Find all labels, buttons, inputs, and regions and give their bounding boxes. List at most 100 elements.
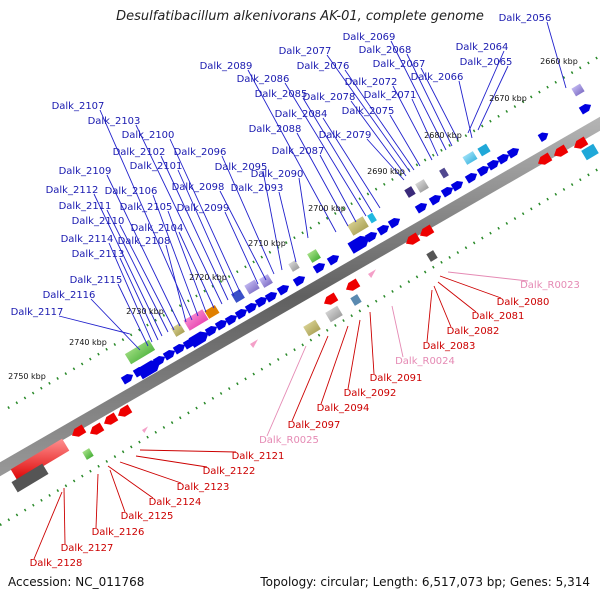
dalk-2095-label: Dalk_2095 xyxy=(215,162,268,173)
dalk-2075-leader xyxy=(389,114,421,167)
gene-box-olive xyxy=(171,323,185,337)
forward-gene-arrow xyxy=(428,195,442,206)
forward-gene-arrow xyxy=(292,276,306,287)
dalk-2111-leader xyxy=(106,209,169,333)
reverse-gene-arrow xyxy=(72,424,87,437)
dalk-2079-leader xyxy=(366,138,405,181)
dalk-2090-leader xyxy=(298,177,309,239)
reverse-gene-arrow xyxy=(90,422,105,435)
dalk-2087-leader xyxy=(319,154,357,223)
dalk-2100-label: Dalk_2100 xyxy=(122,130,175,141)
genome-backbone xyxy=(0,116,600,477)
gene-box-orange xyxy=(204,305,220,319)
gene-box-purple xyxy=(571,83,585,97)
reverse-gene-arrow xyxy=(406,232,421,245)
dalk-2087-label: Dalk_2087 xyxy=(272,146,325,157)
dalk-2086-leader xyxy=(284,82,367,217)
dalk-2109-leader xyxy=(106,174,181,327)
forward-gene-arrow xyxy=(440,187,454,198)
forward-gene-arrow xyxy=(578,104,592,115)
forward-gene-arrow xyxy=(136,360,161,380)
forward-gene-arrow xyxy=(326,255,340,266)
gene-box-pink xyxy=(183,309,209,331)
dalk-2102-leader xyxy=(160,155,229,301)
dalk-2065-leader xyxy=(477,65,509,131)
reverse-gene-arrow xyxy=(118,404,133,417)
accession-text: Accession: NC_011768 xyxy=(8,575,145,589)
dalk-2065-label: Dalk_2065 xyxy=(460,57,513,68)
dalk-2077-label: Dalk_2077 xyxy=(279,46,332,57)
scale-label: 2720 kbp xyxy=(189,273,227,282)
dalk-2105-leader xyxy=(167,210,207,313)
dalk-2091-leader xyxy=(369,311,375,375)
map-title: Desulfatibacillum alkenivorans AK-01, co… xyxy=(0,9,600,24)
reverse-gene-arrow xyxy=(104,412,119,425)
forward-gene-arrow xyxy=(254,297,268,308)
gene-labels: Dalk_2056 Dalk_2064 Dalk_2065 Dalk_2066 Dalk… xyxy=(11,13,580,569)
dalk-2102-label: Dalk_2102 xyxy=(113,147,166,158)
dalk-2109-label: Dalk_2109 xyxy=(59,166,112,177)
gene-box-purple xyxy=(244,279,260,295)
dalk-2110-leader xyxy=(119,224,175,331)
dalk-2125-label: Dalk_2125 xyxy=(121,511,174,522)
dalk-2124-label: Dalk_2124 xyxy=(149,497,202,508)
dalk-2092-leader xyxy=(347,319,361,390)
dalk-2112-leader xyxy=(93,193,163,337)
gene-box-cyan xyxy=(367,212,377,224)
dalk-2084-label: Dalk_2084 xyxy=(275,109,328,120)
forward-gene-arrow xyxy=(537,132,549,142)
dalk-2126-label: Dalk_2126 xyxy=(92,527,145,538)
reverse-gene-arrow xyxy=(420,224,435,237)
dalk-2084-leader xyxy=(322,117,381,209)
gene-box-darkpurple xyxy=(404,186,416,198)
dalk-2088-label: Dalk_2088 xyxy=(249,124,302,135)
dalk-2121-label: Dalk_2121 xyxy=(232,451,285,462)
dalk-2075-label: Dalk_2075 xyxy=(342,106,395,117)
dalk-2076-label: Dalk_2076 xyxy=(297,61,350,72)
dalk-2103-leader xyxy=(135,124,223,305)
forward-gene-arrow xyxy=(464,173,478,184)
scale-label: 2700 kbp xyxy=(308,204,346,213)
dalk-2068-label: Dalk_2068 xyxy=(359,45,412,56)
dalk-2108-leader xyxy=(165,244,187,323)
dalk-2080-leader xyxy=(439,275,502,299)
dalk-2124-leader xyxy=(107,465,154,499)
scale-label: 2660 kbp xyxy=(540,57,578,66)
forward-gene-arrow xyxy=(486,160,500,171)
forward-gene-arrow xyxy=(414,203,428,214)
forward-gene-arrow xyxy=(214,320,228,331)
reverse-gene-box xyxy=(10,438,70,482)
dalk-2101-label: Dalk_2101 xyxy=(130,161,183,172)
reverse-gene-arrow xyxy=(574,136,589,149)
gene-box-green xyxy=(307,249,321,263)
dalk-2099-label: Dalk_2099 xyxy=(177,203,230,214)
gene-box-purple xyxy=(439,167,449,179)
scale-label: 2680 kbp xyxy=(424,131,462,140)
dalk-r0024-leader xyxy=(391,305,404,358)
dalk-2113-leader xyxy=(119,257,159,341)
dalk-2122-leader xyxy=(135,455,208,468)
dalk-r0025-label: Dalk_R0025 xyxy=(259,435,319,446)
dalk-2128-leader xyxy=(33,491,63,560)
dalk-2072-label: Dalk_2072 xyxy=(345,77,398,88)
dalk-2117-leader xyxy=(58,315,131,335)
dalk-2079-label: Dalk_2079 xyxy=(319,130,372,141)
rna-gene-marker xyxy=(250,339,258,348)
dalk-2116-label: Dalk_2116 xyxy=(43,290,96,301)
dalk-r0025-leader xyxy=(266,345,307,437)
forward-gene-arrow xyxy=(172,344,186,355)
dalk-2071-leader xyxy=(411,98,439,157)
gene-box-grey xyxy=(288,260,300,272)
dalk-2093-label: Dalk_2093 xyxy=(231,183,284,194)
reverse-gene-arrow xyxy=(554,144,569,157)
dalk-2111-label: Dalk_2111 xyxy=(59,201,112,212)
forward-gene-arrow xyxy=(387,218,401,229)
dalk-2121-leader xyxy=(139,449,237,453)
dalk-2072-leader xyxy=(392,85,433,161)
forward-gene-arrow xyxy=(506,148,520,159)
dalk-2085-leader xyxy=(302,97,373,213)
dalk-2101-leader xyxy=(177,169,235,297)
dalk-2114-label: Dalk_2114 xyxy=(61,234,114,245)
dalk-2100-leader xyxy=(169,138,241,293)
reverse-gene-box-dark xyxy=(11,463,49,493)
